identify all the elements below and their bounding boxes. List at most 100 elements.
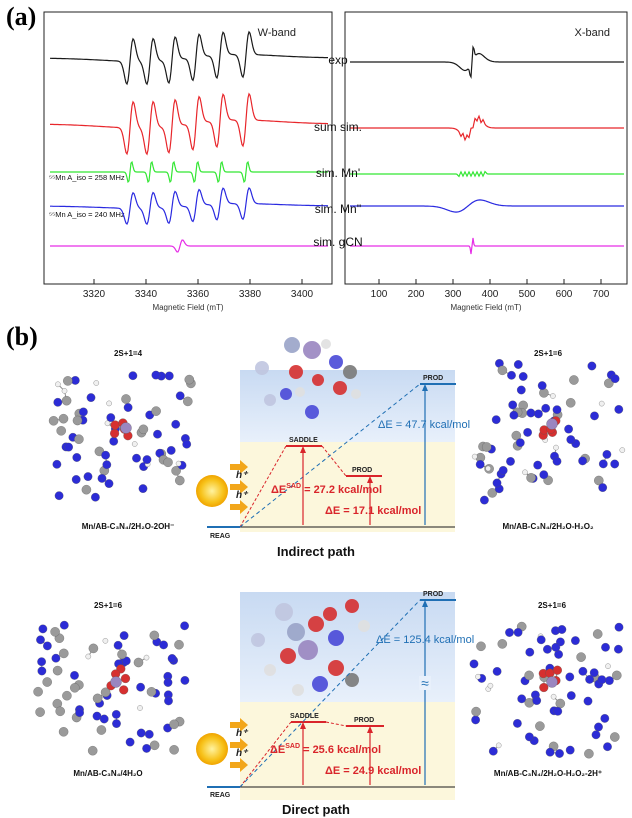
indirect-reaction-energy: ΔE = 17.1 kcal/mol [325,505,421,517]
atom [603,742,612,752]
light-arrow-icon [230,500,248,514]
atom [492,478,502,488]
atom [605,663,611,669]
direct-reag-label: REAG [210,792,231,799]
atom [142,455,152,464]
indirect-sad-delta: ΔE [271,484,286,496]
epr-trace-left [50,187,329,226]
atom [498,466,508,475]
atom [539,470,549,480]
indirect-yellow-region [240,442,455,532]
atom [534,409,543,419]
atom [42,677,52,687]
atom [614,405,624,414]
h-plus-label: h⁺ [236,470,249,481]
atom [584,748,594,759]
atom [566,435,576,444]
atom [51,653,61,663]
h-plus-label: h⁺ [236,748,249,759]
atom [151,370,161,380]
atom [518,372,528,381]
atom [610,459,620,469]
atom [87,745,98,756]
atom [88,643,99,654]
direct-mol-left-label: Mn/AB-C₃N₄/4H₂O [73,769,142,778]
left-tick-label: 3340 [135,289,158,300]
indirect-right-molecule [471,359,626,505]
trace-label-exp: exp [328,53,348,67]
indirect-reag-label: REAG [210,533,231,540]
atom [481,442,492,452]
atom [597,675,607,685]
direct-saddle-energy: ΔESAD = 25.6 kcal/mol [270,743,381,756]
atom [513,719,522,728]
epr-trace-left [50,160,328,184]
atom [35,707,45,717]
atom [526,408,536,418]
atom [590,411,599,421]
direct-path-diagram: ≈ REAG SADDLE PROD PROD ΔE = 125.4 kcal/… [33,591,624,817]
atom [585,675,594,684]
epr-trace-right [350,237,624,255]
atom [133,657,144,668]
atom [471,715,480,725]
atom [564,424,573,434]
atom [59,648,69,659]
atom [136,728,146,738]
left-x-axis-label: Magnetic Field (mT) [152,303,223,312]
direct-sad-sup: SAD [285,743,300,750]
atom [110,676,122,688]
atom [96,725,107,735]
indirect-top-molecule [255,337,361,419]
atom [52,459,62,469]
atom [524,670,534,681]
atom [102,460,112,470]
atom [64,442,73,452]
right-tick-label: 100 [371,289,388,300]
atom [128,371,138,381]
atom [48,416,59,426]
direct-sad-delta: ΔE [270,744,285,756]
right-tick-label: 600 [556,289,573,300]
indirect-left-molecule [48,370,196,502]
atom [136,682,145,692]
epr-trace-left [50,239,328,253]
atom [138,484,148,493]
atom [551,642,561,652]
atom [614,622,624,632]
atom [92,693,103,704]
atom [183,396,193,407]
atom [602,450,612,459]
atom [587,361,597,371]
indirect-spin-left: 2S+1=4 [114,349,143,358]
atom [497,639,508,649]
atom [55,381,61,388]
atom [184,374,195,385]
atom [598,459,608,469]
atom [123,403,133,412]
atom [151,406,161,416]
atom [591,730,601,740]
atom [74,434,84,444]
atom [142,744,151,753]
panel-a-label: (a) [6,2,37,31]
atom [552,405,562,415]
atom [553,706,563,716]
h-plus-label: h⁺ [236,490,249,501]
atom [601,642,610,652]
right-tick-label: 400 [482,289,499,300]
atom [487,488,498,498]
atom [571,636,580,645]
atom [583,696,593,706]
atom [169,719,179,730]
atom [137,705,143,711]
atom [86,393,96,402]
atom [169,745,179,755]
direct-top-molecule [251,599,370,696]
direct-spin-right: 2S+1=6 [538,601,567,610]
right-tick-label: 200 [408,289,425,300]
atom [71,475,81,484]
atom [492,667,502,676]
atom [85,653,92,660]
atom [619,447,626,453]
